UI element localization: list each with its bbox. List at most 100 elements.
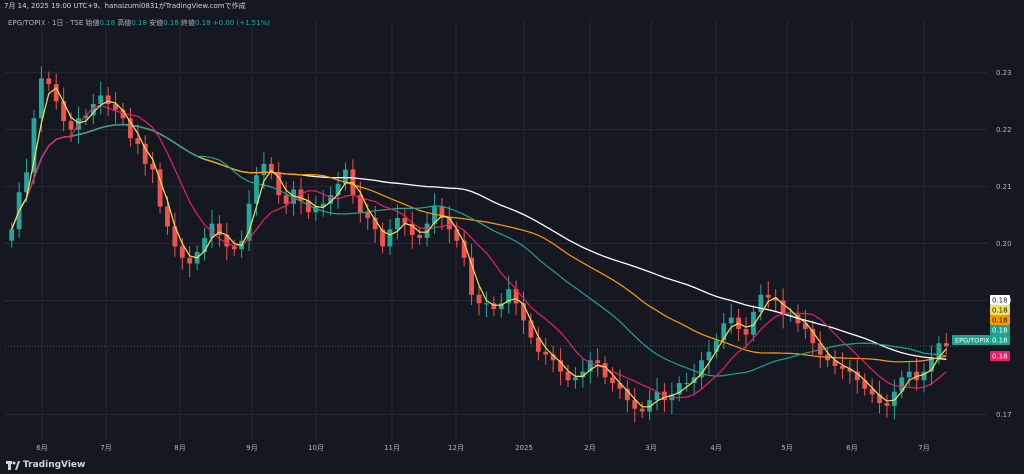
candle-body — [498, 303, 504, 310]
footer-bar: TradingView — [0, 456, 1024, 474]
x-tick-label: 4月 — [710, 444, 721, 452]
candle-body — [454, 229, 460, 241]
x-tick-label: 7月 — [100, 444, 111, 452]
legend-low: 0.18 — [163, 19, 179, 27]
price-tag — [990, 325, 1010, 335]
candle-body — [68, 121, 74, 130]
price-tag — [990, 335, 1010, 345]
candle-body — [506, 289, 512, 304]
candle-body — [24, 172, 29, 193]
legend-open-label: 始値 — [85, 19, 100, 27]
candle-body — [38, 78, 44, 119]
candle-body — [847, 368, 853, 372]
price-tag-label: 0.18 — [992, 353, 1008, 361]
candle-body — [179, 246, 185, 258]
candle-body — [840, 365, 845, 369]
candle-body — [246, 203, 252, 241]
candle-body — [469, 257, 474, 295]
candle-body — [276, 172, 282, 196]
candle-body — [446, 217, 452, 230]
y-tick-label: 0.21 — [996, 183, 1012, 191]
header-timestamp: 7月 14, 2025 19:00 UTC+9、hanaizumi0831がTr… — [4, 2, 246, 10]
candle-body — [216, 223, 222, 235]
candle-body — [624, 388, 630, 401]
price-tag — [990, 315, 1010, 325]
tradingview-logo[interactable]: TradingView — [6, 460, 85, 470]
candle-body — [684, 383, 690, 385]
candle-body — [31, 118, 37, 173]
candle-body — [899, 377, 905, 392]
candle-body — [632, 400, 638, 409]
candle-body — [83, 115, 89, 119]
legend-low-label: 安値 — [149, 19, 164, 27]
legend-symbol[interactable]: EPG/TOPIX · 1日 · TSE — [8, 19, 84, 27]
candle-body — [943, 343, 949, 347]
candle-body — [113, 104, 118, 110]
candle-body — [387, 229, 393, 247]
candle-body — [372, 217, 378, 230]
candle-body — [758, 294, 764, 312]
candle-body — [676, 383, 682, 395]
candle-body — [298, 189, 304, 201]
candle-body — [751, 311, 756, 335]
candle-body — [580, 371, 586, 378]
price-tag-label: 0.18 — [992, 327, 1008, 335]
candle-body — [810, 328, 816, 344]
candle-body — [142, 143, 148, 164]
candle-body — [802, 323, 808, 329]
candle-body — [202, 237, 207, 253]
x-tick-label: 7月 — [918, 444, 929, 452]
candle-body — [721, 323, 727, 341]
candle-body — [53, 84, 59, 102]
ma-yellow-line — [11, 86, 947, 408]
candle-body — [602, 363, 608, 378]
candle-body — [439, 206, 445, 218]
candle-body — [424, 223, 430, 238]
candle-body — [90, 104, 96, 116]
candle-body — [46, 78, 52, 85]
y-tick-label: 0.22 — [996, 126, 1012, 134]
candle-body — [343, 169, 348, 184]
candle-body — [432, 206, 437, 224]
candle-body — [728, 317, 734, 324]
candle-body — [283, 195, 289, 204]
candle-body — [929, 357, 934, 372]
ma-teal-line — [11, 123, 947, 377]
candle-body — [417, 235, 423, 238]
legend-close-label: 終値 — [180, 19, 195, 27]
price-tag-label: 0.18 — [992, 317, 1008, 325]
x-tick-label: 10月 — [308, 444, 324, 452]
candle-body — [521, 303, 526, 321]
y-tick-label: 0.17 — [996, 411, 1012, 419]
candle-body — [543, 351, 549, 355]
candle-body — [773, 297, 779, 301]
candle-body — [936, 343, 942, 358]
candle-body — [461, 240, 467, 258]
x-tick-label: 2025 — [515, 444, 533, 452]
candle-body — [157, 169, 163, 207]
legend-high: 0.18 — [131, 19, 147, 27]
candle-body — [862, 380, 868, 389]
candle-body — [491, 303, 497, 310]
candle-body — [61, 101, 67, 122]
candle-body — [921, 371, 927, 381]
candle-body — [313, 206, 319, 213]
candle-body — [595, 360, 601, 364]
candle-body — [120, 109, 126, 119]
candle-body — [817, 343, 823, 355]
candle-body — [135, 138, 141, 144]
candle-body — [268, 163, 274, 173]
price-tag — [990, 305, 1010, 315]
y-tick-label: 0.23 — [996, 69, 1012, 77]
x-tick-label: 2月 — [584, 444, 595, 452]
price-tag-label: 0.18 — [992, 297, 1008, 305]
candle-body — [639, 408, 645, 412]
candle-body — [780, 300, 786, 315]
candle-body — [328, 195, 334, 204]
candle-body — [394, 217, 400, 230]
candle-body — [409, 223, 415, 235]
candle-body — [587, 360, 593, 372]
x-tick-label: 9月 — [246, 444, 257, 452]
candle-body — [150, 163, 156, 170]
